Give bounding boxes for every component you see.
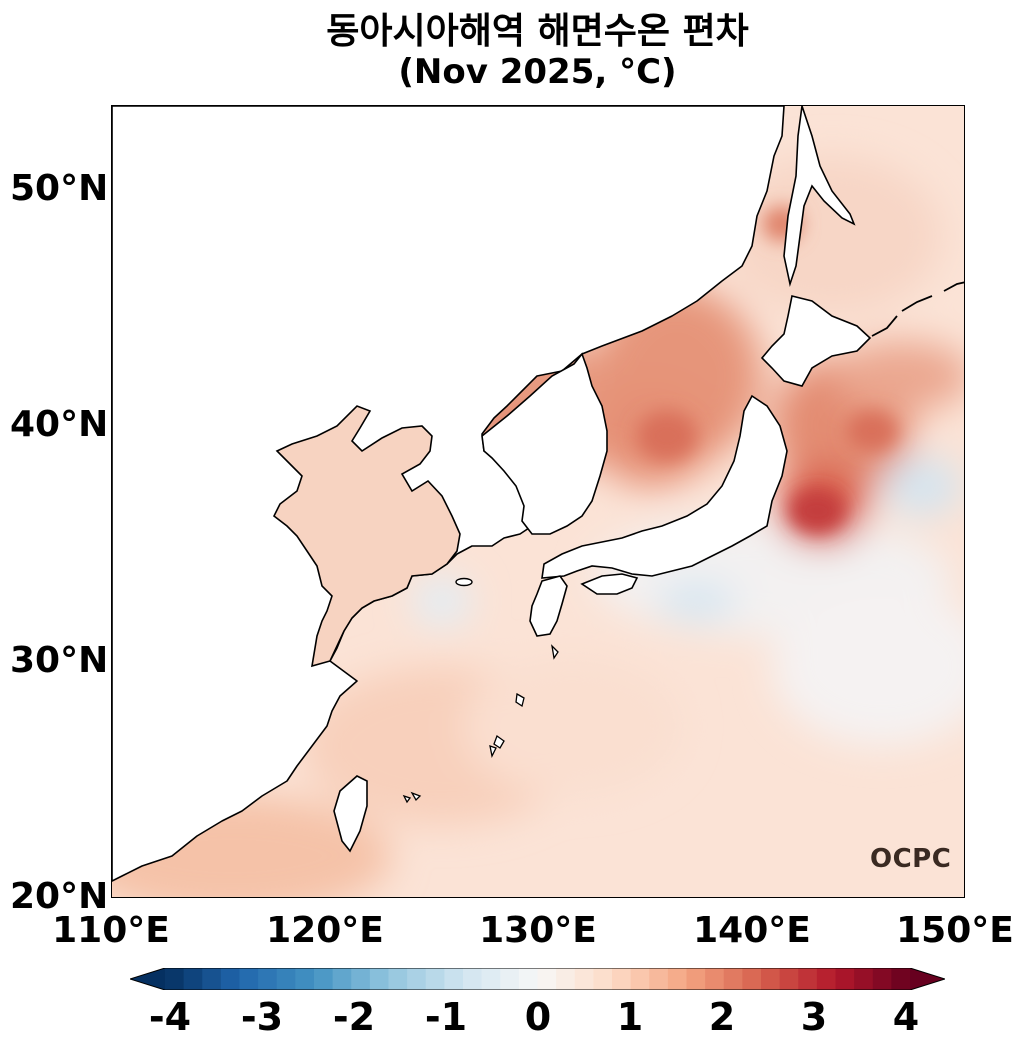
lat-tick-label: 50°N [10,168,109,209]
colorbar-bin [556,968,576,990]
colorbar-tick-label: -4 [148,995,192,1039]
sst-anomaly-map [111,105,965,898]
honshu [541,394,788,579]
colorbar-bin [220,968,241,990]
colorbar-bin [630,968,650,990]
colorbar-bin [835,968,855,990]
colorbar-bin [779,968,799,990]
hokkaido [760,295,872,387]
korea [481,352,608,535]
colorbar-bin [649,968,669,990]
chart-subtitle: (Nov 2025, °C) [398,52,677,92]
colorbar-bin [761,968,781,990]
colorbar-bin [351,968,371,990]
colorbar-bin [463,968,483,990]
colorbar-bin [369,968,390,990]
colorbar-bin [444,968,464,990]
colorbar-bin [276,968,296,990]
lon-tick-label: 110°E [52,910,170,951]
colorbar-bin [686,968,706,990]
ocpc-logo: OCPC [870,844,952,874]
colorbar-tick-label: 2 [708,995,736,1039]
chart-title: 동아시아해역 해면수온 편차 [326,11,749,52]
land [112,106,785,882]
lat-tick-label: 30°N [10,640,109,681]
colorbar-bin [165,968,185,990]
colorbar-bin [872,968,892,990]
lat-tick-label: 20°N [10,876,109,917]
colorbar-bin [574,968,594,990]
colorbar-extend-high [910,968,945,990]
colorbar-bin [388,968,408,990]
colorbar-bin [407,968,427,990]
lon-tick-label: 130°E [479,910,597,951]
colorbar-bin [425,968,445,990]
colorbar-bin [667,968,688,990]
colorbar-bin [705,968,725,990]
colorbar [130,968,945,990]
colorbar-tick-label: 3 [800,995,828,1039]
colorbar-bin [183,968,203,990]
colorbar-bin [332,968,352,990]
colorbar-bin [239,968,259,990]
jeju [455,577,473,587]
colorbar-bin [481,968,501,990]
sakhalin [783,106,856,288]
colorbar-bin [314,968,334,990]
lon-tick-label: 120°E [266,910,384,951]
colorbar-tick-label: -1 [424,995,468,1039]
colorbar-tick-label: 0 [524,995,552,1039]
colorbar-bin [612,968,632,990]
colorbar-bin [742,968,762,990]
kuril-islands [871,281,964,337]
colorbar-tick-label: 1 [616,995,644,1039]
ryukyu-islands [402,644,559,804]
yellow-sea [272,405,461,668]
colorbar-bin [854,968,874,990]
colorbar-bin [798,968,818,990]
colorbar-tick-label: -3 [240,995,284,1039]
colorbar-bin [500,968,520,990]
colorbar-bin [593,968,613,990]
lat-tick-label: 40°N [10,404,109,445]
colorbar-extend-low [130,968,165,990]
colorbar-bin [537,968,557,990]
shikoku [580,573,639,595]
colorbar-bin [891,968,911,990]
lon-tick-label: 140°E [693,910,811,951]
lon-tick-label: 150°E [896,910,1014,951]
colorbar-bin [202,968,222,990]
colorbar-bin [258,968,278,990]
colorbar-tick-label: 4 [892,995,920,1039]
colorbar-bin [723,968,743,990]
colorbar-tick-label: -2 [332,995,376,1039]
colorbar-bin [295,968,315,990]
taiwan [333,775,368,853]
colorbar-bin [816,968,837,990]
kyushu [529,575,568,637]
colorbar-bin [518,968,539,990]
